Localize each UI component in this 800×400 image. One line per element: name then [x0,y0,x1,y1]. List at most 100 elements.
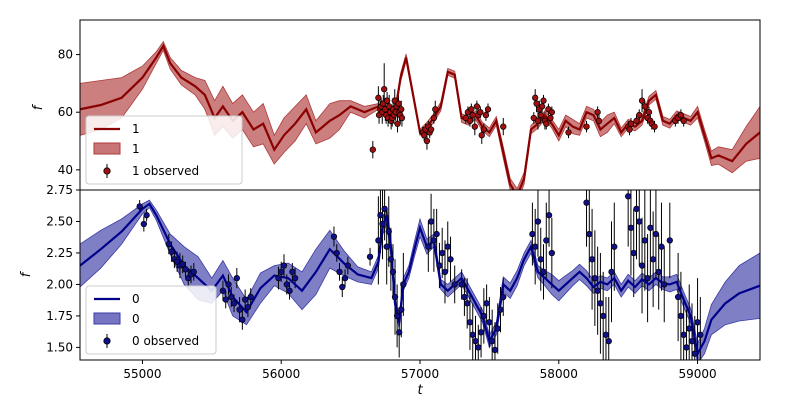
bottom-observed-point [436,262,443,269]
bottom-observed-point [630,249,637,257]
bottom-observed-point [475,344,482,351]
bottom-observed-point [433,230,440,238]
bottom-observed-point [686,325,693,332]
bottom-observed-point [391,293,399,301]
bottom-observed-point [236,306,243,313]
bottom-observed-point [625,193,632,200]
bottom-observed-point [143,212,150,219]
bottom-observed-point [385,228,392,235]
bottom-observed-point [244,303,252,311]
top-observed-point [375,94,382,101]
bottom-observed-point [486,319,493,326]
top-observed-point [398,106,405,113]
bottom-observed-point [336,268,343,276]
bottom-observed-point [480,312,487,320]
bottom-observed-point [341,274,349,282]
bottom-observed-point [286,287,293,294]
top-observed-point [473,103,481,110]
bottom-observed-point [466,319,474,326]
bottom-observed-point [389,268,397,276]
bottom-x-ticks: 55000 56000 57000 58000 59000 [123,360,717,381]
bottom-observed-point [430,237,438,244]
top-legend-label-line: 1 [132,122,140,136]
bottom-observed-point [458,281,465,288]
bottom-model-line [80,202,760,357]
top-observed-point [432,106,439,113]
bottom-legend-point-swatch [103,337,111,345]
top-observed-point [477,109,484,116]
top-y-axis-label: f [31,103,46,110]
bottom-observed-point [649,256,657,263]
bottom-observed-point [275,274,282,282]
bottom-observed-point [540,268,547,276]
bottom-observed-point [636,218,643,225]
bottom-legend-label-band: 0 [132,312,140,326]
x-axis-label: t [417,383,423,398]
bottom-y-axis-label: f [19,270,34,277]
bottom-observed-point [491,346,499,354]
bottom-observed-point [222,296,229,303]
bottom-observed-point [500,293,507,301]
bottom-observed-point [674,293,682,301]
top-observed-point [421,132,428,139]
top-panel: 40 60 80 f 1 1 1 observed [31,19,761,191]
top-observed-point [595,117,603,124]
x-tick-label: 57000 [401,367,439,381]
bottom-observed-point [239,316,246,323]
bottom-observed-point [464,300,471,307]
bottom-observed-point [627,224,635,231]
bottom-observed-point [377,212,384,219]
bottom-observed-point [225,281,232,288]
bottom-observed-point [691,350,698,357]
bottom-panel: 1.50 1.75 2.00 2.25 2.50 2.75 55000 56000 57000… [19,183,761,398]
bottom-observed-point [638,262,646,269]
bottom-observed-point [330,233,338,240]
bottom-observed-point [591,274,599,282]
top-observed-point [466,117,474,124]
x-tick-label: 56000 [262,367,300,381]
bottom-y-ticks: 1.50 1.75 2.00 2.25 2.50 2.75 [46,183,80,354]
bottom-observed-point [344,262,351,269]
bottom-observed-point [494,325,501,332]
bottom-observed-point [497,306,504,313]
bottom-observed-point [647,224,654,231]
bottom-observed-point [447,256,454,263]
bottom-observed-point [529,230,536,238]
bottom-observed-point [140,220,147,228]
bottom-observed-point [379,220,386,228]
bottom-observed-point [652,230,660,238]
bottom-observed-point [683,344,690,351]
bottom-observed-point [190,268,197,276]
bottom-legend: 0 0 0 observed [85,285,217,355]
top-legend: 1 1 1 observed [85,115,243,185]
bottom-observed-point [280,262,288,269]
bottom-observed-point [427,218,435,225]
top-observed-point [532,94,539,101]
bottom-observed-point [461,293,468,301]
bottom-observed-point [677,312,685,320]
bottom-observed-point [537,256,544,263]
bottom-observed-point [633,205,640,213]
top-observed-point [547,114,554,122]
bottom-observed-point [182,266,189,273]
top-observed-point [534,117,542,124]
bottom-observed-point [583,199,590,206]
top-observed-point [627,120,635,127]
bottom-observed-point [165,240,172,248]
bottom-observed-point [666,237,673,244]
top-observed-point [651,123,658,130]
y-tick-label: 40 [58,163,73,177]
bottom-observed-point [586,230,593,238]
bottom-observed-point [472,337,479,345]
bottom-observed-point [387,256,395,263]
bottom-observed-point [451,281,458,288]
top-observed-point [641,103,648,110]
top-observed-point [478,132,485,139]
bottom-legend-label-observed: 0 observed [132,334,199,348]
bottom-observed-point [605,337,612,345]
top-y-ticks: 40 60 80 [58,48,80,177]
bottom-observed-point [543,237,550,244]
top-observed-point [468,106,475,113]
top-observed-point [594,109,601,116]
